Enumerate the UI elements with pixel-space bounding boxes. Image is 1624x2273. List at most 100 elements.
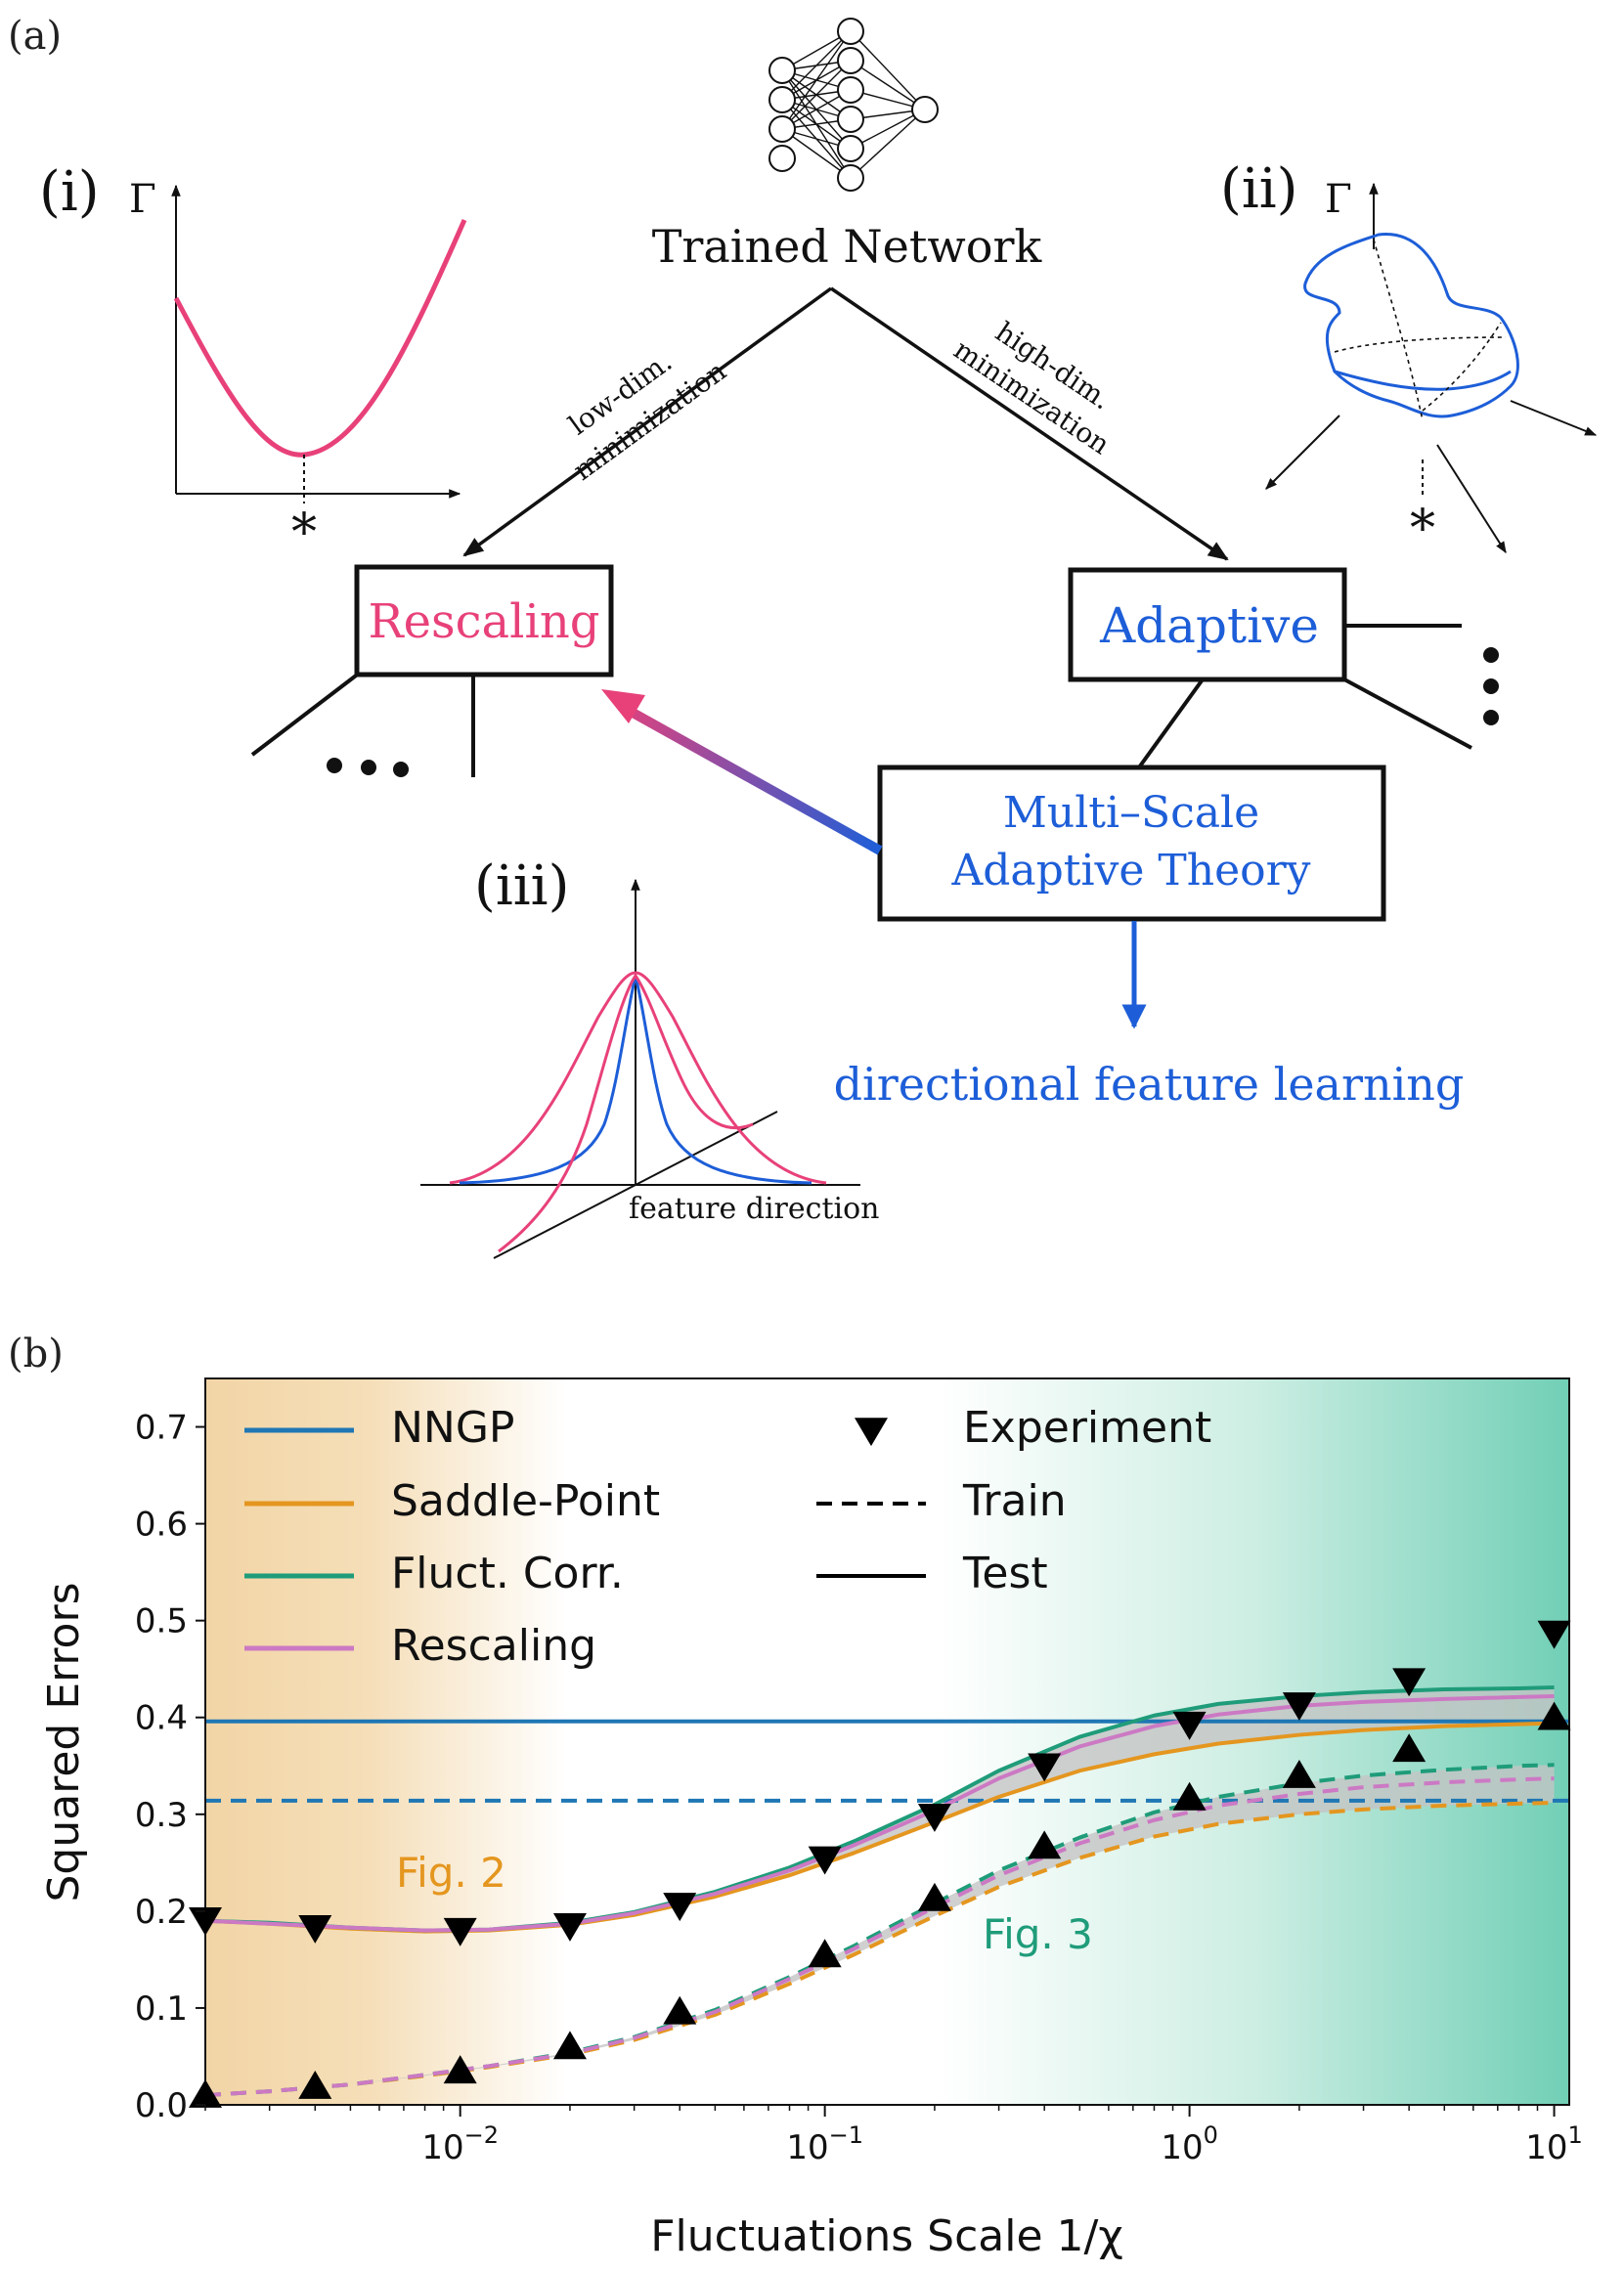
legend-label: Train <box>962 1476 1067 1526</box>
experiment-test-point <box>808 1846 842 1875</box>
arrow-to-adaptive <box>830 286 1229 561</box>
rescaling-ellipsis <box>327 758 409 777</box>
experiment-test-point <box>1028 1753 1062 1782</box>
msat-box <box>877 765 1386 922</box>
inset-ii-label: (ii) <box>1220 157 1298 221</box>
legend-label: Fluct. Corr. <box>391 1549 624 1598</box>
experiment-test-point <box>1537 1620 1571 1649</box>
inset-iii-wide-curve-1 <box>449 971 827 1185</box>
plot-area <box>204 1377 1570 2106</box>
panel-b-label: (b) <box>8 1332 64 1377</box>
inset-ii-surface <box>1303 233 1519 418</box>
adaptive-ellipsis <box>1483 647 1499 725</box>
adaptive-branch-msat <box>1137 678 1205 769</box>
fig3-annotation: Fig. 3 <box>983 1910 1093 1958</box>
x-tick-label: 10−1 <box>786 2121 863 2167</box>
panel-a-label: (a) <box>8 14 62 59</box>
y-tick-label: 0.6 <box>135 1506 188 1545</box>
inset-ii-axis-left <box>1265 415 1340 490</box>
x-tick-label: 100 <box>1161 2121 1218 2167</box>
arrow-to-rescaling <box>462 286 833 557</box>
experiment-train-point <box>298 2071 332 2099</box>
inset-iii-label: (iii) <box>474 854 569 918</box>
inset-ii: (ii) Γ * <box>1220 157 1598 558</box>
inset-i-label: (i) <box>39 160 100 224</box>
inset-ii-axis-label: Γ <box>1325 177 1352 222</box>
experiment-test-point <box>917 1804 951 1832</box>
experiment-train-point <box>1392 1733 1426 1763</box>
experiment-test-point <box>1282 1692 1316 1722</box>
legend-label: Rescaling <box>391 1621 596 1671</box>
experiment-test-point <box>1392 1668 1426 1697</box>
inset-i-axis-label: Γ <box>129 177 156 222</box>
trained-network-label: Trained Network <box>652 220 1043 273</box>
experiment-test-point <box>552 1912 587 1942</box>
y-tick-label: 0.4 <box>135 1699 188 1738</box>
inset-i-star: * <box>291 503 317 562</box>
legend: NNGP Saddle-Point Fluct. Corr. Rescaling Exp… <box>244 1403 1211 1671</box>
legend-swatch <box>855 1418 888 1447</box>
y-tick-label: 0.0 <box>135 2086 188 2125</box>
inset-i-curve <box>173 218 467 458</box>
inset-i: (i) Γ * <box>39 160 467 562</box>
experiment-test-point <box>1172 1711 1207 1740</box>
x-tick-label: 10−2 <box>421 2121 499 2167</box>
x-tick-label: 101 <box>1525 2121 1583 2167</box>
experiment-train-point <box>663 1995 697 2025</box>
x-axis-label: Fluctuations Scale 1/χ <box>650 2211 1123 2261</box>
rescaling-train-line <box>205 1776 1555 2098</box>
experiment-test-point <box>443 1917 477 1946</box>
adaptive-label: Adaptive <box>1099 597 1319 654</box>
panel-a: (a) Trained Network low-dim. minimizatio… <box>8 14 1598 1259</box>
inset-iii-axis-label: feature direction <box>629 1192 879 1226</box>
inset-ii-star: * <box>1410 500 1435 558</box>
msat-to-rescaling-arrowhead <box>601 689 645 723</box>
inset-ii-dotted-2 <box>1373 239 1424 421</box>
experiment-train-point <box>808 1939 842 1968</box>
legend-label: Test <box>962 1549 1048 1598</box>
neural-network-icon <box>768 18 939 192</box>
inset-ii-contour <box>1334 370 1512 391</box>
y-tick-label: 0.1 <box>135 1989 188 2029</box>
experiment-train-point <box>1282 1760 1316 1788</box>
inset-iii-diag-axis <box>493 1111 778 1259</box>
y-axis-label: Squared Errors <box>39 1583 89 1902</box>
experiment-test-point <box>189 1907 222 1936</box>
y-tick-label: 0.5 <box>135 1602 188 1641</box>
legend-label: NNGP <box>391 1403 514 1453</box>
panel-b: (b) 0.0 0.1 0.2 0.3 0.4 0.5 0.6 0.7 10−2 10−1 100 1… <box>8 1332 1583 2261</box>
experiment-train-point <box>443 2055 477 2084</box>
experiment-test-point <box>663 1893 697 1922</box>
plot-bg-left <box>205 1378 567 2105</box>
y-tick-label: 0.7 <box>135 1409 188 1448</box>
band-test <box>205 1687 1555 1932</box>
rescaling-label: Rescaling <box>368 594 599 649</box>
dfl-label: directional feature learning <box>834 1058 1465 1111</box>
experiment-train-point <box>552 2031 587 2060</box>
msat-to-rescaling-arrow <box>623 704 883 855</box>
rescaling-test-line <box>205 1693 1555 1933</box>
adaptive-branch-lower-right <box>1343 678 1472 750</box>
band-train <box>205 1765 1555 2096</box>
msat-label-1: Multi–Scale <box>1003 788 1259 838</box>
rescaling-branch-left <box>250 671 362 757</box>
y-tick-label: 0.2 <box>135 1893 188 1932</box>
msat-label-2: Adaptive Theory <box>950 846 1310 896</box>
inset-iii: (iii) feature direction <box>420 854 879 1259</box>
experiment-test-point <box>298 1914 332 1944</box>
inset-ii-axis-down-right <box>1436 444 1507 554</box>
y-tick-label: 0.3 <box>135 1796 188 1835</box>
rescaling-box <box>354 564 614 678</box>
inset-ii-dotted-1 <box>1334 336 1507 353</box>
experiment-train-point <box>1537 1701 1571 1730</box>
experiment-train-point <box>189 2078 222 2108</box>
inset-iii-wide-curve-2 <box>498 973 754 1253</box>
experiment-train-point <box>1172 1781 1207 1811</box>
legend-label: Experiment <box>963 1403 1211 1453</box>
plot-frame <box>204 1377 1570 2106</box>
inset-ii-axis-right <box>1510 400 1598 436</box>
fig2-annotation: Fig. 2 <box>396 1849 506 1897</box>
experiment-train-point <box>1028 1830 1062 1859</box>
inset-ii-dotted-3 <box>1422 322 1502 412</box>
